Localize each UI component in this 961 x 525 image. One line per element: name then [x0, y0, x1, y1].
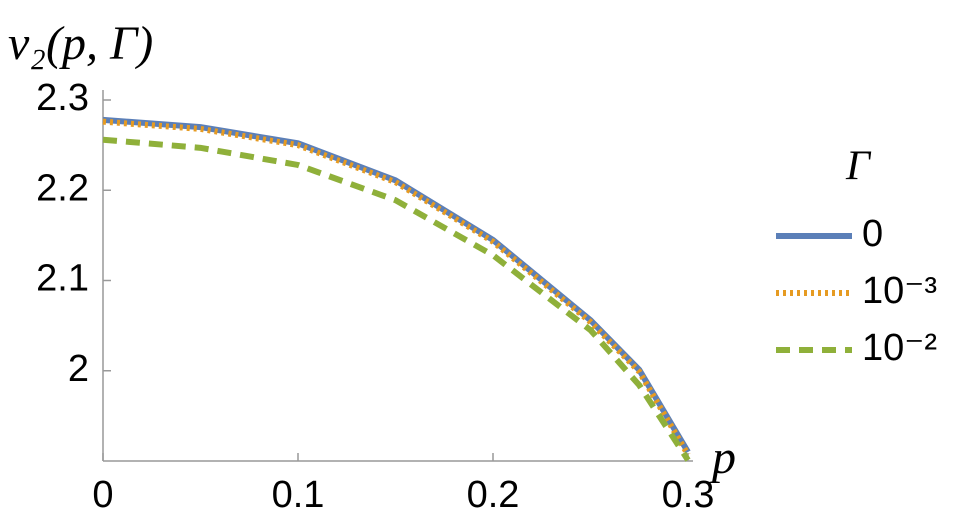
legend-title: Γ	[845, 144, 872, 190]
series-line	[102, 136, 691, 462]
x-tick-label: 0.3	[662, 474, 715, 516]
y-tick-label: 2.3	[36, 77, 89, 119]
legend-label: 10⁻³	[862, 270, 937, 312]
y-tick-label: 2.2	[36, 167, 89, 209]
y-tick-label: 2.1	[36, 258, 89, 300]
legend-label: 0	[862, 213, 883, 255]
y-tick-label: 2	[68, 348, 89, 390]
series-line	[102, 116, 691, 454]
x-axis-label: p	[709, 431, 736, 484]
x-tick-label: 0	[92, 474, 113, 516]
x-tick-label: 0.2	[467, 474, 520, 516]
x-tick-label: 0.1	[272, 474, 325, 516]
series-line	[102, 118, 691, 457]
legend-label: 10⁻²	[862, 327, 937, 369]
y-axis-label: v₂(p, Γ)	[8, 17, 153, 70]
